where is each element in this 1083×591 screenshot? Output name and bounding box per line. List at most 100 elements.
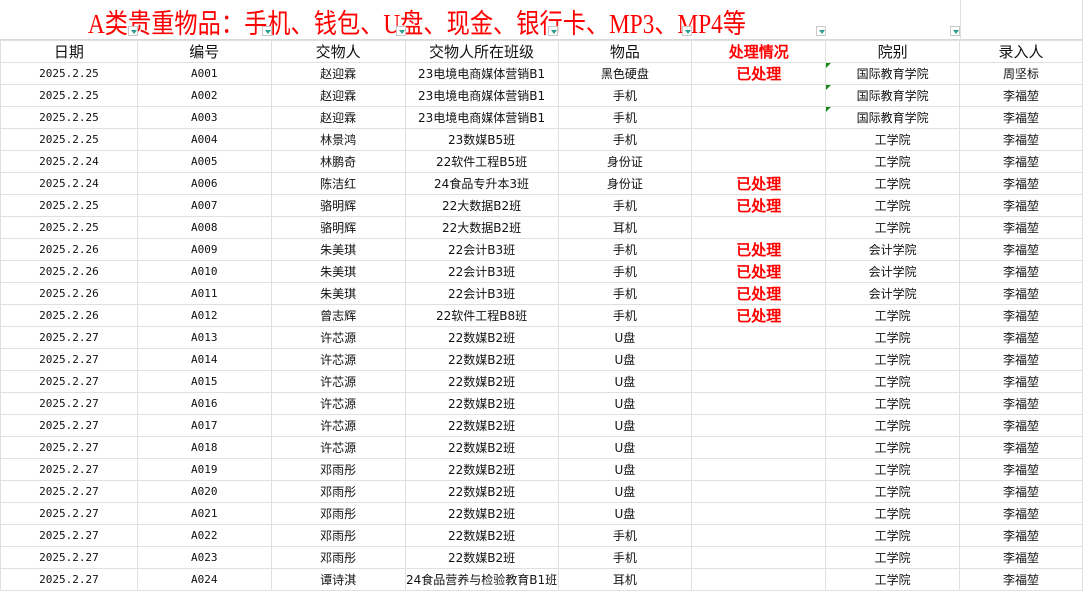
filter-dropdown-submitter[interactable] bbox=[396, 26, 406, 36]
cell-class[interactable]: 23电境电商媒体营销B1 bbox=[404, 106, 559, 129]
cell-college[interactable]: 会计学院 bbox=[825, 238, 961, 261]
cell-class[interactable]: 22软件工程B8班 bbox=[404, 304, 559, 327]
cell-class[interactable]: 23电境电商媒体营销B1 bbox=[404, 62, 559, 85]
cell-recorder[interactable]: 李福堃 bbox=[959, 172, 1083, 195]
cell-college[interactable]: 工学院 bbox=[825, 326, 961, 349]
cell-id[interactable]: A004 bbox=[136, 128, 272, 151]
cell-college[interactable]: 工学院 bbox=[825, 436, 961, 459]
cell-status[interactable] bbox=[691, 502, 827, 525]
cell-college[interactable]: 工学院 bbox=[825, 128, 961, 151]
cell-submitter[interactable]: 骆明辉 bbox=[270, 216, 406, 239]
cell-id[interactable]: A006 bbox=[136, 172, 272, 195]
cell-item[interactable]: 手机 bbox=[557, 282, 693, 305]
cell-item[interactable]: U盘 bbox=[557, 348, 693, 371]
filter-dropdown-status[interactable] bbox=[816, 26, 826, 36]
cell-submitter[interactable]: 邓雨彤 bbox=[270, 458, 406, 481]
cell-status[interactable] bbox=[691, 458, 827, 481]
cell-item[interactable]: 手机 bbox=[557, 260, 693, 283]
cell-submitter[interactable]: 朱美琪 bbox=[270, 282, 406, 305]
cell-status[interactable] bbox=[691, 524, 827, 547]
cell-item[interactable]: 黑色硬盘 bbox=[557, 62, 693, 85]
cell-item[interactable]: 手机 bbox=[557, 304, 693, 327]
cell-class[interactable]: 22大数据B2班 bbox=[404, 216, 559, 239]
cell-item[interactable]: U盘 bbox=[557, 436, 693, 459]
cell-date[interactable]: 2025.2.27 bbox=[0, 370, 138, 393]
cell-id[interactable]: A015 bbox=[136, 370, 272, 393]
cell-recorder[interactable]: 李福堃 bbox=[959, 348, 1083, 371]
cell-item[interactable]: 手机 bbox=[557, 106, 693, 129]
cell-id[interactable]: A010 bbox=[136, 260, 272, 283]
cell-submitter[interactable]: 赵迎霖 bbox=[270, 84, 406, 107]
cell-id[interactable]: A002 bbox=[136, 84, 272, 107]
cell-date[interactable]: 2025.2.24 bbox=[0, 150, 138, 173]
cell-date[interactable]: 2025.2.27 bbox=[0, 524, 138, 547]
cell-college[interactable]: 工学院 bbox=[825, 414, 961, 437]
cell-id[interactable]: A014 bbox=[136, 348, 272, 371]
cell-status[interactable] bbox=[691, 84, 827, 107]
cell-college[interactable]: 国际教育学院 bbox=[825, 62, 961, 85]
cell-college[interactable]: 会计学院 bbox=[825, 260, 961, 283]
cell-status[interactable]: 已处理 bbox=[691, 282, 827, 305]
filter-dropdown-item[interactable] bbox=[682, 26, 692, 36]
cell-item[interactable]: U盘 bbox=[557, 502, 693, 525]
cell-status[interactable] bbox=[691, 348, 827, 371]
cell-date[interactable]: 2025.2.27 bbox=[0, 326, 138, 349]
cell-item[interactable]: 手机 bbox=[557, 84, 693, 107]
cell-date[interactable]: 2025.2.26 bbox=[0, 282, 138, 305]
cell-date[interactable]: 2025.2.27 bbox=[0, 502, 138, 525]
cell-submitter[interactable]: 林鹏奇 bbox=[270, 150, 406, 173]
cell-submitter[interactable]: 朱美琪 bbox=[270, 238, 406, 261]
cell-college[interactable]: 工学院 bbox=[825, 568, 961, 591]
cell-date[interactable]: 2025.2.27 bbox=[0, 436, 138, 459]
column-header-status[interactable]: 处理情况 bbox=[691, 40, 827, 63]
cell-college[interactable]: 工学院 bbox=[825, 150, 961, 173]
cell-college[interactable]: 会计学院 bbox=[825, 282, 961, 305]
cell-college[interactable]: 工学院 bbox=[825, 194, 961, 217]
cell-class[interactable]: 22会计B3班 bbox=[404, 282, 559, 305]
cell-class[interactable]: 22数媒B2班 bbox=[404, 524, 559, 547]
column-header-recorder[interactable]: 录入人 bbox=[959, 40, 1083, 63]
cell-class[interactable]: 22会计B3班 bbox=[404, 238, 559, 261]
cell-recorder[interactable]: 李福堃 bbox=[959, 392, 1083, 415]
cell-status[interactable] bbox=[691, 370, 827, 393]
cell-item[interactable]: 手机 bbox=[557, 546, 693, 569]
cell-submitter[interactable]: 邓雨彤 bbox=[270, 502, 406, 525]
cell-date[interactable]: 2025.2.25 bbox=[0, 62, 138, 85]
cell-submitter[interactable]: 许芯源 bbox=[270, 392, 406, 415]
cell-item[interactable]: 耳机 bbox=[557, 568, 693, 591]
cell-date[interactable]: 2025.2.27 bbox=[0, 546, 138, 569]
cell-class[interactable]: 22数媒B2班 bbox=[404, 458, 559, 481]
cell-id[interactable]: A021 bbox=[136, 502, 272, 525]
cell-date[interactable]: 2025.2.26 bbox=[0, 304, 138, 327]
cell-date[interactable]: 2025.2.25 bbox=[0, 216, 138, 239]
cell-recorder[interactable]: 李福堃 bbox=[959, 502, 1083, 525]
cell-college[interactable]: 工学院 bbox=[825, 458, 961, 481]
cell-status[interactable] bbox=[691, 568, 827, 591]
cell-date[interactable]: 2025.2.27 bbox=[0, 414, 138, 437]
cell-id[interactable]: A020 bbox=[136, 480, 272, 503]
cell-recorder[interactable]: 李福堃 bbox=[959, 282, 1083, 305]
cell-status[interactable]: 已处理 bbox=[691, 62, 827, 85]
cell-recorder[interactable]: 李福堃 bbox=[959, 414, 1083, 437]
cell-item[interactable]: U盘 bbox=[557, 480, 693, 503]
cell-status[interactable] bbox=[691, 414, 827, 437]
filter-dropdown-class[interactable] bbox=[548, 26, 558, 36]
filter-dropdown-id[interactable] bbox=[262, 26, 272, 36]
cell-college[interactable]: 国际教育学院 bbox=[825, 106, 961, 129]
cell-submitter[interactable]: 许芯源 bbox=[270, 370, 406, 393]
cell-id[interactable]: A022 bbox=[136, 524, 272, 547]
cell-status[interactable]: 已处理 bbox=[691, 260, 827, 283]
cell-id[interactable]: A009 bbox=[136, 238, 272, 261]
cell-item[interactable]: 身份证 bbox=[557, 150, 693, 173]
cell-date[interactable]: 2025.2.25 bbox=[0, 84, 138, 107]
cell-submitter[interactable]: 许芯源 bbox=[270, 436, 406, 459]
cell-status[interactable] bbox=[691, 546, 827, 569]
cell-college[interactable]: 工学院 bbox=[825, 216, 961, 239]
cell-id[interactable]: A013 bbox=[136, 326, 272, 349]
cell-class[interactable]: 23电境电商媒体营销B1 bbox=[404, 84, 559, 107]
cell-item[interactable]: U盘 bbox=[557, 414, 693, 437]
cell-submitter[interactable]: 许芯源 bbox=[270, 326, 406, 349]
cell-recorder[interactable]: 李福堃 bbox=[959, 480, 1083, 503]
cell-item[interactable]: 手机 bbox=[557, 194, 693, 217]
cell-status[interactable] bbox=[691, 326, 827, 349]
